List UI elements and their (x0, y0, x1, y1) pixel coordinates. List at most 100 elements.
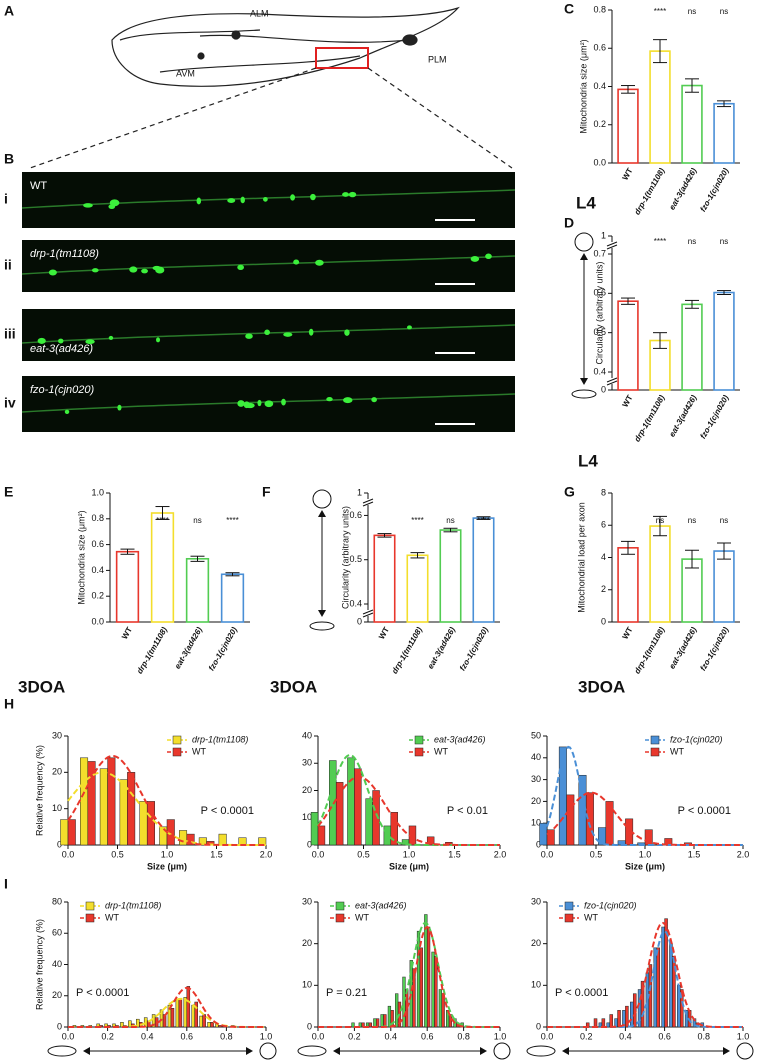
bar (186, 986, 191, 1028)
legend-label: eat-3(ad426) (355, 900, 407, 910)
round-icon (259, 1042, 277, 1060)
significance: ns (193, 516, 201, 525)
elongated-icon (571, 389, 597, 399)
fit-curve (318, 925, 500, 1028)
fit-curve (67, 754, 266, 846)
y-tick-label: 0.6 (349, 510, 362, 520)
fit-curve (546, 745, 743, 846)
axon (21, 324, 516, 344)
x-tick-label: 0.6 (181, 1031, 194, 1041)
bar (150, 512, 175, 623)
bar (681, 303, 703, 391)
fit-curve (546, 791, 743, 846)
bar (368, 1022, 372, 1028)
bar (439, 529, 462, 623)
x-tick-label: 1.0 (161, 849, 174, 859)
bar (383, 1014, 387, 1028)
y-tick-label: 0 (357, 616, 362, 626)
bar (373, 534, 396, 623)
y-tick-label: 0 (57, 839, 62, 849)
mito-spot (48, 269, 57, 276)
y-tick-label: 0.8 (91, 513, 104, 523)
bar (412, 968, 416, 1028)
axis-break (362, 612, 374, 618)
axis-break (362, 498, 374, 504)
bar (365, 798, 373, 846)
mito-spot (156, 337, 161, 343)
x-tick-label: eat-3(ad426) (173, 625, 204, 670)
x-tick-label: eat-3(ad426) (667, 625, 698, 670)
legend-swatch (335, 901, 345, 911)
x-tick-label: fzo-1(cjn020) (698, 625, 730, 672)
x-tick-label: 0.0 (541, 1031, 554, 1041)
significance: ns (656, 516, 664, 525)
mito-spot (344, 329, 350, 336)
bar (185, 557, 210, 623)
genotype-label: eat-3(ad426) (30, 343, 93, 355)
y-tick-label: 0 (601, 384, 606, 394)
bar (424, 914, 428, 1028)
axis-break (606, 241, 618, 247)
panel-label: C (564, 1, 574, 17)
mito-spot (326, 396, 333, 402)
y-tick-label: 0 (601, 616, 606, 626)
y-tick-label: 30 (302, 896, 312, 906)
y-tick-label: 80 (52, 896, 62, 906)
y-tick-label: 0.6 (593, 43, 606, 53)
axis-break (606, 244, 618, 250)
bar (395, 993, 399, 1028)
significance: **** (156, 516, 168, 525)
legend-swatch (650, 735, 660, 745)
y-tick-label: 0.5 (349, 554, 362, 564)
bar (202, 1014, 206, 1028)
panel-label: F (262, 484, 271, 500)
bar (80, 757, 89, 846)
significance: ns (720, 7, 728, 16)
mito-spot (196, 197, 202, 205)
mito-spot (37, 337, 46, 344)
bar (115, 550, 140, 623)
y-axis-label: Relative frequency (%) (34, 919, 44, 1010)
significance: **** (226, 516, 238, 525)
bar (609, 1014, 613, 1028)
mito-spot (310, 193, 316, 201)
bar (419, 947, 423, 1028)
x-tick-label: fzo-1(cjn020) (698, 393, 730, 440)
mito-spot (371, 397, 377, 403)
bar (220, 573, 245, 623)
y-tick-label: 10 (302, 980, 312, 990)
p-value: P = 0.21 (326, 987, 367, 999)
bar (438, 989, 443, 1028)
x-tick-label: 0.4 (141, 1031, 154, 1041)
bar (617, 547, 639, 623)
bar (625, 1005, 629, 1028)
x-tick-label: 0.2 (101, 1031, 114, 1041)
axis-break (606, 377, 618, 383)
y-tick-label: 20 (302, 785, 312, 795)
y-tick-label: 1.0 (91, 487, 104, 497)
y-tick-label: 1 (601, 230, 606, 240)
legend-label: WT (105, 912, 119, 922)
bar (617, 88, 639, 164)
significance: ns (688, 516, 696, 525)
x-tick-label: drp-1(tm1108) (633, 166, 667, 216)
mito-spot (141, 268, 148, 274)
y-tick-label: 60 (52, 928, 62, 938)
elongated-icon (297, 1045, 327, 1057)
legend-label: fzo-1(cjn020) (584, 900, 637, 910)
micrograph (22, 309, 515, 361)
bar (431, 951, 435, 1028)
legend-label: drp-1(tm1108) (192, 734, 248, 744)
arrow-head (580, 253, 588, 260)
y-tick-label: 0.4 (593, 81, 606, 91)
bar (183, 997, 188, 1028)
y-tick-label: 0.5 (593, 327, 606, 337)
elongated-icon (47, 1045, 77, 1057)
y-tick-label: 8 (601, 487, 606, 497)
y-tick-label: 20 (531, 796, 541, 806)
legend-label: fzo-1(cjn020) (670, 734, 723, 744)
mito-spot (263, 196, 268, 202)
y-tick-label: 0 (307, 1021, 312, 1031)
x-tick-label: 1.5 (210, 849, 223, 859)
p-value: P < 0.0001 (678, 805, 731, 817)
